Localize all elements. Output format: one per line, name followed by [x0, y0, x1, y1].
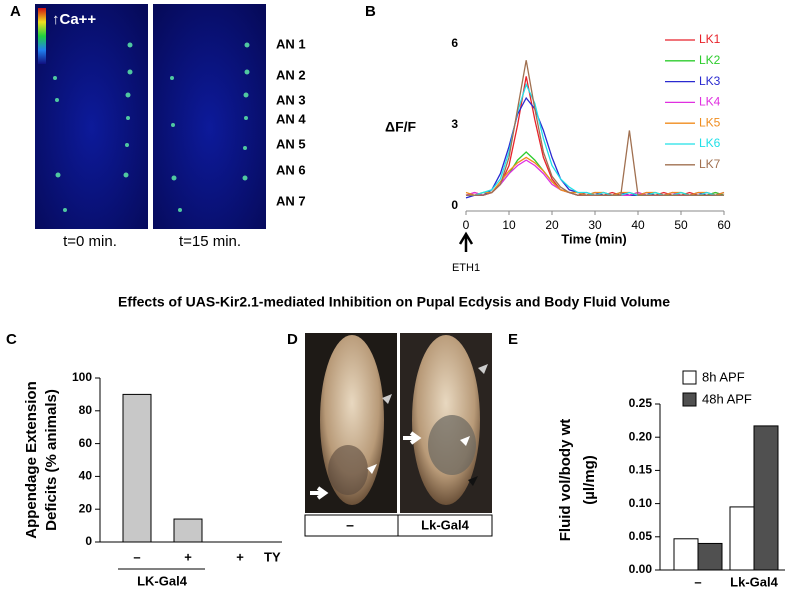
y-tick-label: 0.10 — [629, 496, 653, 510]
y-axis-label: (µl/mg) — [581, 455, 598, 504]
trace — [465, 76, 725, 196]
bar — [173, 518, 203, 543]
category-label: – — [694, 574, 701, 589]
colorbar-label: ↑Ca++ — [52, 11, 96, 28]
event-arrow — [458, 231, 474, 252]
calcium-image — [35, 4, 148, 229]
fluid — [428, 415, 476, 475]
bar — [697, 542, 723, 571]
y-tick-label: 40 — [79, 469, 93, 483]
panel-label: B — [365, 3, 376, 20]
legend-label: 48h APF — [702, 391, 752, 406]
trace — [466, 60, 724, 196]
neuron-label: AN 4 — [276, 111, 306, 126]
neuron-label: AN 5 — [276, 136, 306, 151]
y-tick-label: 20 — [79, 501, 93, 515]
legend-label: LK5 — [699, 115, 721, 129]
time-label: t=0 min. — [63, 233, 117, 250]
y-tick-label: 100 — [72, 370, 92, 384]
x-tick-label: 40 — [631, 218, 645, 232]
genotype-label: Lk-Gal4 — [421, 517, 469, 532]
y-tick-label: 6 — [451, 36, 458, 50]
x-axis-label: Time (min) — [561, 231, 627, 246]
legend-label: LK3 — [699, 74, 721, 88]
y-tick-label: 0.15 — [629, 463, 653, 477]
trace — [465, 96, 725, 199]
bar — [729, 506, 755, 571]
annotation: ETH1 — [452, 262, 480, 274]
group-label: LK-Gal4 — [137, 573, 188, 588]
neuron-label: AN 3 — [276, 92, 306, 107]
neuron-label: AN 6 — [276, 162, 306, 177]
bar — [673, 538, 699, 571]
pupa-shadow — [328, 445, 368, 495]
category-label: Lk-Gal4 — [730, 574, 778, 589]
y-axis-label: Deficits (% animals) — [43, 389, 60, 531]
legend-swatch — [682, 370, 697, 385]
y-tick-label: 60 — [79, 436, 93, 450]
y-tick-label: 3 — [451, 117, 458, 131]
legend-swatch — [682, 392, 697, 407]
y-tick-label: 0.25 — [629, 396, 653, 410]
x-tick-label: 30 — [588, 218, 602, 232]
panel-label: E — [508, 331, 518, 348]
y-tick-label: 80 — [79, 403, 93, 417]
category-label: + — [184, 549, 192, 564]
x-tick-label: 20 — [545, 218, 559, 232]
y-tick-label: 0.00 — [629, 562, 653, 576]
y-axis-label: Fluid vol/body wt — [557, 419, 574, 542]
y-tick-label: 0.20 — [629, 429, 653, 443]
neuron-label: AN 2 — [276, 67, 306, 82]
legend-label: LK2 — [699, 53, 721, 67]
bar — [753, 425, 779, 571]
bar — [122, 393, 152, 543]
y-tick-label: 0 — [85, 534, 92, 548]
y-axis-label: ΔF/F — [385, 119, 417, 135]
calcium-image — [153, 4, 266, 229]
panel-label: D — [287, 331, 298, 348]
legend-label: LK6 — [699, 136, 721, 150]
x-tick-label: 0 — [463, 218, 470, 232]
x-tick-label: 10 — [502, 218, 516, 232]
row-label: TY — [264, 549, 281, 564]
y-axis-label: Appendage Extension — [23, 381, 40, 539]
neuron-label: AN 7 — [276, 193, 306, 208]
neuron-label: AN 1 — [276, 36, 306, 51]
neuron-spots — [53, 42, 250, 212]
genotype-label: – — [346, 517, 354, 533]
category-label: + — [236, 549, 244, 564]
panel-label: C — [6, 331, 17, 348]
legend-label: 8h APF — [702, 369, 745, 384]
legend-label: LK4 — [699, 95, 721, 109]
arrows — [310, 364, 488, 500]
category-label: – — [133, 549, 140, 564]
trace — [465, 156, 725, 196]
colorbar — [38, 8, 46, 64]
panel-label: A — [10, 3, 21, 20]
figure-title: Effects of UAS-Kir2.1-mediated Inhibitio… — [118, 294, 670, 310]
x-tick-label: 50 — [674, 218, 688, 232]
legend-label: LK7 — [699, 157, 721, 171]
y-tick-label: 0 — [451, 198, 458, 212]
y-tick-label: 0.05 — [629, 529, 653, 543]
x-tick-label: 60 — [717, 218, 731, 232]
time-label: t=15 min. — [179, 233, 241, 250]
legend-label: LK1 — [699, 32, 721, 46]
